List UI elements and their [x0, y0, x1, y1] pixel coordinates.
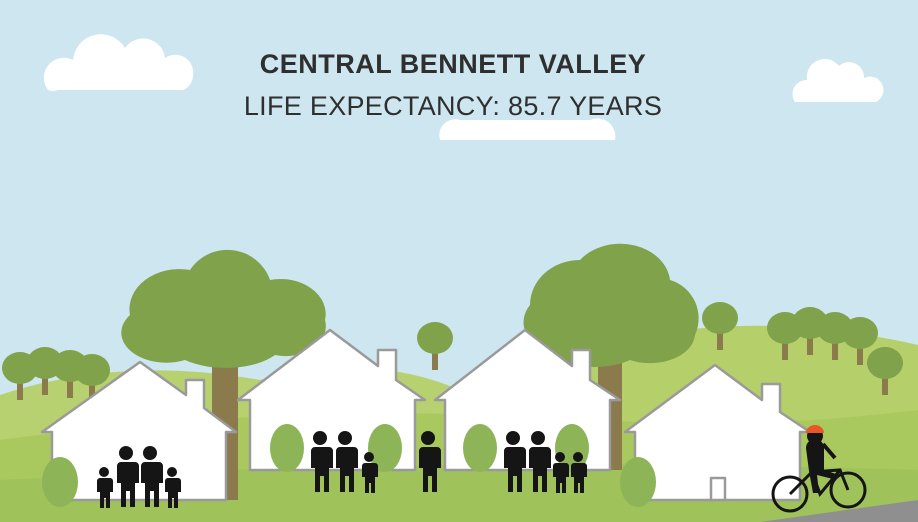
bushes-part: [270, 424, 304, 472]
houses-part: [711, 478, 725, 500]
clouds-part: [439, 118, 615, 140]
bushes-part: [42, 457, 78, 507]
illustration: CENTRAL BENNETT VALLEY LIFE EXPECTANCY: …: [0, 0, 918, 522]
bushes-part: [620, 457, 656, 507]
page: Central Bennett Valley {"header": {"titl…: [0, 0, 918, 522]
title: CENTRAL BENNETT VALLEY: [260, 49, 647, 79]
bushes-part: [463, 424, 497, 472]
page-body: CENTRAL BENNETT VALLEY LIFE EXPECTANCY: …: [0, 0, 918, 522]
subtitle: LIFE EXPECTANCY: 85.7 YEARS: [244, 91, 662, 121]
